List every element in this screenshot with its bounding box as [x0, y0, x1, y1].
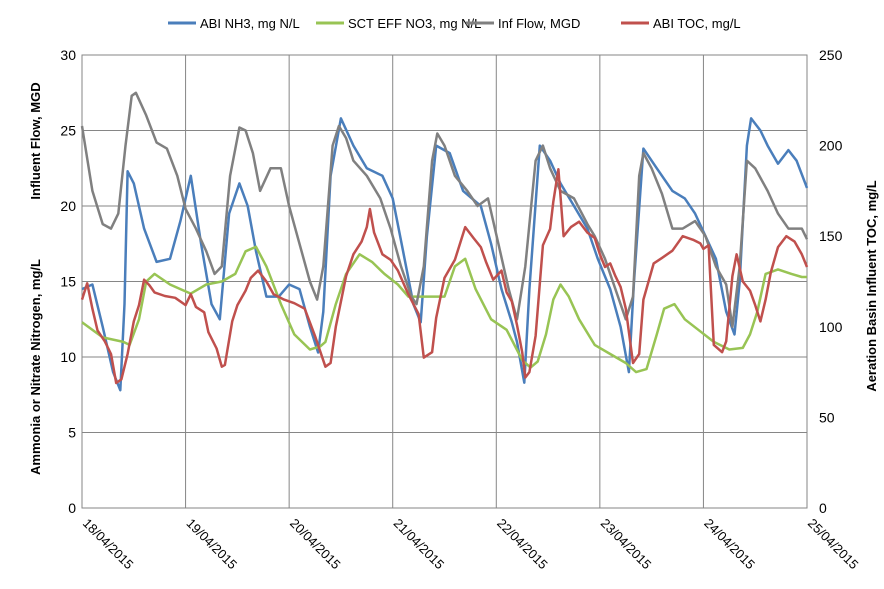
left-tick-label: 30: [60, 47, 76, 63]
left-tick-label: 10: [60, 349, 76, 365]
plot-area-border: [81, 54, 808, 509]
right-tick-label: 150: [819, 228, 843, 244]
legend-label: ABI TOC, mg/L: [653, 16, 741, 31]
left-axis-title-top: Influent Flow, MGD: [28, 82, 43, 199]
series-line-abi-toc-mg-l: [80, 167, 809, 385]
left-tick-label: 20: [60, 198, 76, 214]
right-tick-label: 50: [819, 409, 835, 425]
left-tick-label: 15: [60, 274, 76, 290]
legend-label: ABI NH3, mg N/L: [200, 16, 300, 31]
right-tick-label: 200: [819, 138, 843, 154]
series-line-sct-eff-no3-mg-n-l: [81, 245, 807, 374]
legend-label: SCT EFF NO3, mg N/L: [348, 16, 481, 31]
left-axis-title-bottom: Ammonia or Nitrate Nitrogen, mg/L: [28, 259, 43, 475]
right-axis-title: Aeration Basin Influent TOC, mg/L: [864, 180, 879, 391]
series-layer: [80, 91, 809, 392]
right-tick-label: 100: [819, 319, 843, 335]
right-tick-label: 250: [819, 47, 843, 63]
left-tick-label: 25: [60, 123, 76, 139]
left-tick-label: 5: [68, 425, 76, 441]
legend-label: Inf Flow, MGD: [498, 16, 580, 31]
legend: ABI NH3, mg N/L SCT EFF NO3, mg N/L Inf Fl…: [168, 16, 741, 31]
right-tick-label: 0: [819, 500, 827, 516]
series-line-inf-flow-mgd: [80, 91, 809, 329]
left-tick-label: 0: [68, 500, 76, 516]
